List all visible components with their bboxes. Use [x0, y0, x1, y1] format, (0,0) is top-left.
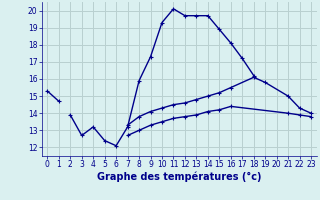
X-axis label: Graphe des températures (°c): Graphe des températures (°c) [97, 172, 261, 182]
